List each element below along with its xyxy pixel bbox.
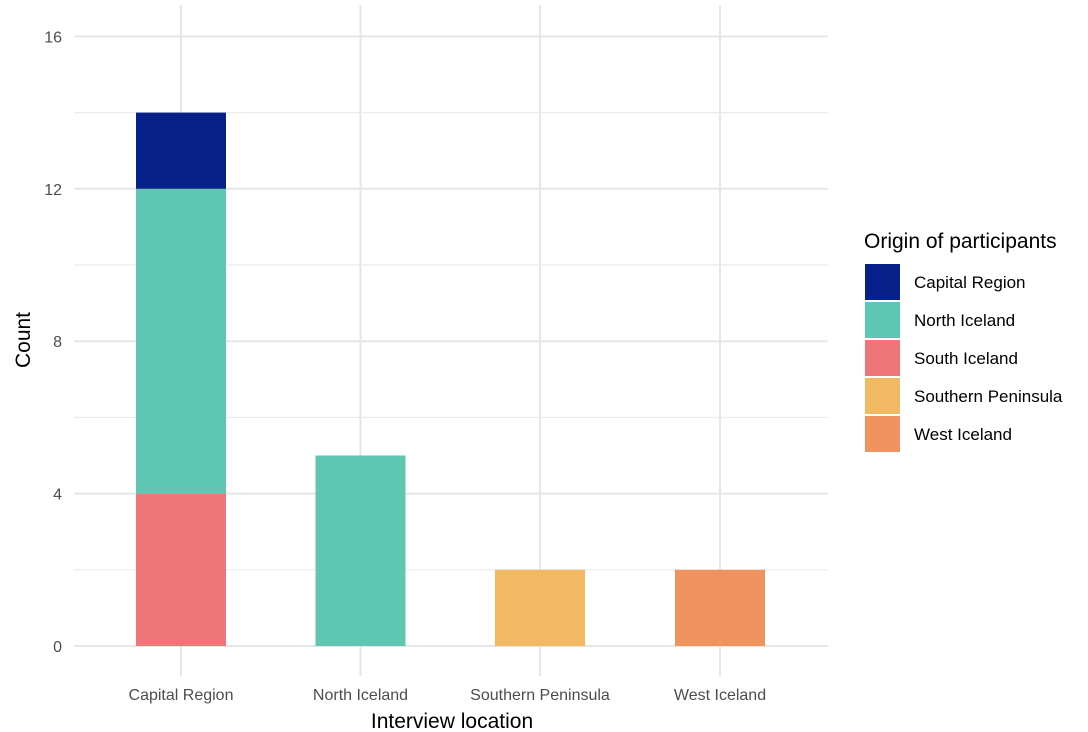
y-tick-label: 8 — [53, 334, 62, 351]
legend-label: West Iceland — [914, 425, 1012, 444]
legend-label: South Iceland — [914, 349, 1018, 368]
bars — [136, 112, 765, 646]
legend: Origin of participants Capital Region Nor… — [864, 230, 1063, 452]
legend-swatch — [865, 378, 900, 414]
x-axis-title: Interview location — [371, 710, 533, 732]
legend-swatch — [865, 264, 900, 300]
legend-label: Capital Region — [914, 273, 1026, 292]
legend-swatch — [865, 340, 900, 376]
bar-segment — [675, 569, 765, 646]
bar-segment — [136, 188, 226, 494]
x-tick-label: Capital Region — [129, 687, 234, 704]
bar-segment — [495, 569, 585, 646]
y-axis-title: Count — [12, 312, 35, 368]
x-tick-label: West Iceland — [674, 687, 766, 704]
legend-swatch — [865, 302, 900, 338]
legend-swatch — [865, 416, 900, 452]
bar-segment — [315, 455, 406, 646]
legend-label: Southern Peninsula — [914, 387, 1063, 406]
legend-title: Origin of participants — [864, 230, 1057, 253]
bar-segment — [136, 493, 226, 646]
x-axis-ticks: Capital Region North Iceland Southern Peni… — [129, 687, 767, 704]
y-axis-ticks: 0 4 8 12 16 — [44, 29, 62, 656]
x-tick-label: Southern Peninsula — [470, 687, 610, 704]
bar-segment — [136, 112, 226, 189]
y-tick-label: 0 — [53, 639, 62, 656]
y-tick-label: 4 — [53, 487, 62, 504]
y-tick-label: 16 — [44, 29, 62, 46]
x-tick-label: North Iceland — [313, 687, 408, 704]
y-tick-label: 12 — [44, 182, 62, 199]
legend-label: North Iceland — [914, 311, 1015, 330]
